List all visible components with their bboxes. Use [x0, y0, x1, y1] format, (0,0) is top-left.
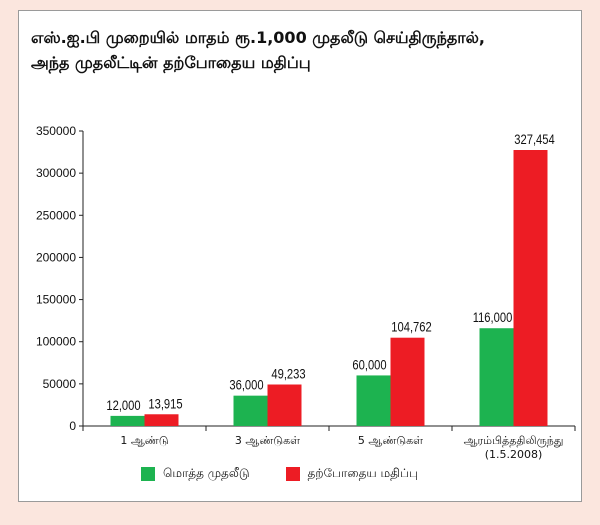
y-tick-label: 250000	[36, 208, 76, 222]
legend-swatch-green	[141, 467, 155, 481]
bar-current-value	[390, 337, 425, 426]
data-label: 13,915	[148, 396, 182, 411]
x-tick-label: 3 ஆண்டுகள்	[235, 434, 300, 447]
data-label: 327,454	[514, 132, 554, 147]
data-label: 36,000	[229, 378, 263, 393]
data-label: 116,000	[473, 310, 513, 325]
y-tick-label: 100000	[36, 335, 76, 349]
y-tick-label: 50000	[43, 377, 77, 391]
legend-item-current-value: தற்போதைய மதிப்பு	[285, 466, 418, 482]
bar-total-investment	[110, 415, 145, 426]
data-label: 60,000	[352, 357, 386, 372]
chart-title: எஸ்.ஐ.பி முறையில் மாதம் ரூ.1,000 முதலீடு…	[31, 25, 571, 75]
x-tick-label: 5 ஆண்டுகள்	[358, 434, 423, 447]
chart-panel: எஸ்.ஐ.பி முறையில் மாதம் ரூ.1,000 முதலீடு…	[18, 10, 582, 502]
bar-total-investment	[233, 395, 268, 426]
x-tick-label: 1 ஆண்டு	[120, 434, 168, 447]
bar-total-investment	[479, 328, 514, 426]
bar-current-value	[267, 384, 302, 426]
bar-current-value	[144, 414, 179, 426]
bar-chart: 0 50000 100000 150000 200000 250000 300000 3500…	[36, 124, 576, 461]
data-label: 104,762	[391, 320, 431, 335]
data-label: 49,233	[271, 366, 305, 381]
x-tick-label: (1.5.2008)	[485, 448, 543, 461]
legend-label-current-value: தற்போதைய மதிப்பு	[307, 466, 418, 480]
legend-item-total-investment: மொத்த முதலீடு	[141, 466, 250, 482]
legend: மொத்த முதலீடு தற்போதைய மதிப்பு	[141, 466, 418, 482]
legend-swatch-red	[285, 467, 300, 481]
bar-total-investment	[356, 375, 391, 426]
legend-label-total-investment: மொத்த முதலீடு	[163, 466, 250, 480]
title-line-2: அந்த முதலீட்டின் தற்போதைய மதிப்பு	[31, 53, 311, 72]
y-tick-label: 350000	[36, 124, 76, 138]
title-line-1: எஸ்.ஐ.பி முறையில் மாதம் ரூ.1,000 முதலீடு…	[31, 28, 485, 47]
y-tick-label: 150000	[36, 293, 76, 307]
data-label: 12,000	[106, 398, 140, 413]
x-tick-label: ஆரம்பித்ததிலிருந்து	[464, 434, 564, 447]
y-tick-label: 200000	[36, 250, 76, 264]
bar-current-value	[513, 150, 548, 426]
y-tick-label: 300000	[36, 166, 76, 180]
y-tick-label: 0	[69, 419, 76, 433]
